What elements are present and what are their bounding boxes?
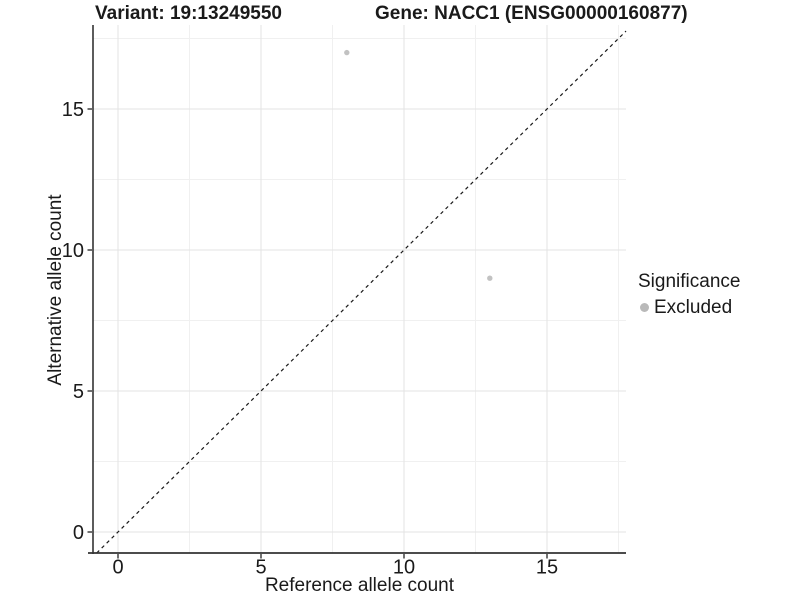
variant-title: Variant: 19:13249550	[95, 3, 282, 24]
y-tick-label: 10	[62, 240, 84, 262]
y-axis-title: Alternative allele count	[45, 194, 66, 386]
x-axis-title: Reference allele count	[264, 575, 455, 596]
legend-item-excluded: Excluded	[638, 296, 740, 319]
x-tick-label: 0	[112, 557, 123, 579]
y-tick-label: 15	[62, 99, 84, 121]
y-tick-label: 5	[73, 381, 84, 403]
y-tick-label: 0	[73, 522, 84, 544]
excluded-point-icon	[640, 303, 649, 312]
legend-title: Significance	[638, 271, 741, 292]
x-tick-label: 15	[536, 557, 558, 579]
x-tick-label: 10	[393, 557, 415, 579]
identity-line	[96, 30, 627, 554]
legend: Significance Excluded	[638, 270, 740, 319]
data-point	[344, 49, 350, 56]
x-tick-label: 5	[255, 557, 266, 579]
legend-item-label: Excluded	[654, 297, 733, 318]
data-point	[487, 275, 493, 281]
gene-title: Gene: NACC1 (ENSG00000160877)	[375, 3, 688, 24]
